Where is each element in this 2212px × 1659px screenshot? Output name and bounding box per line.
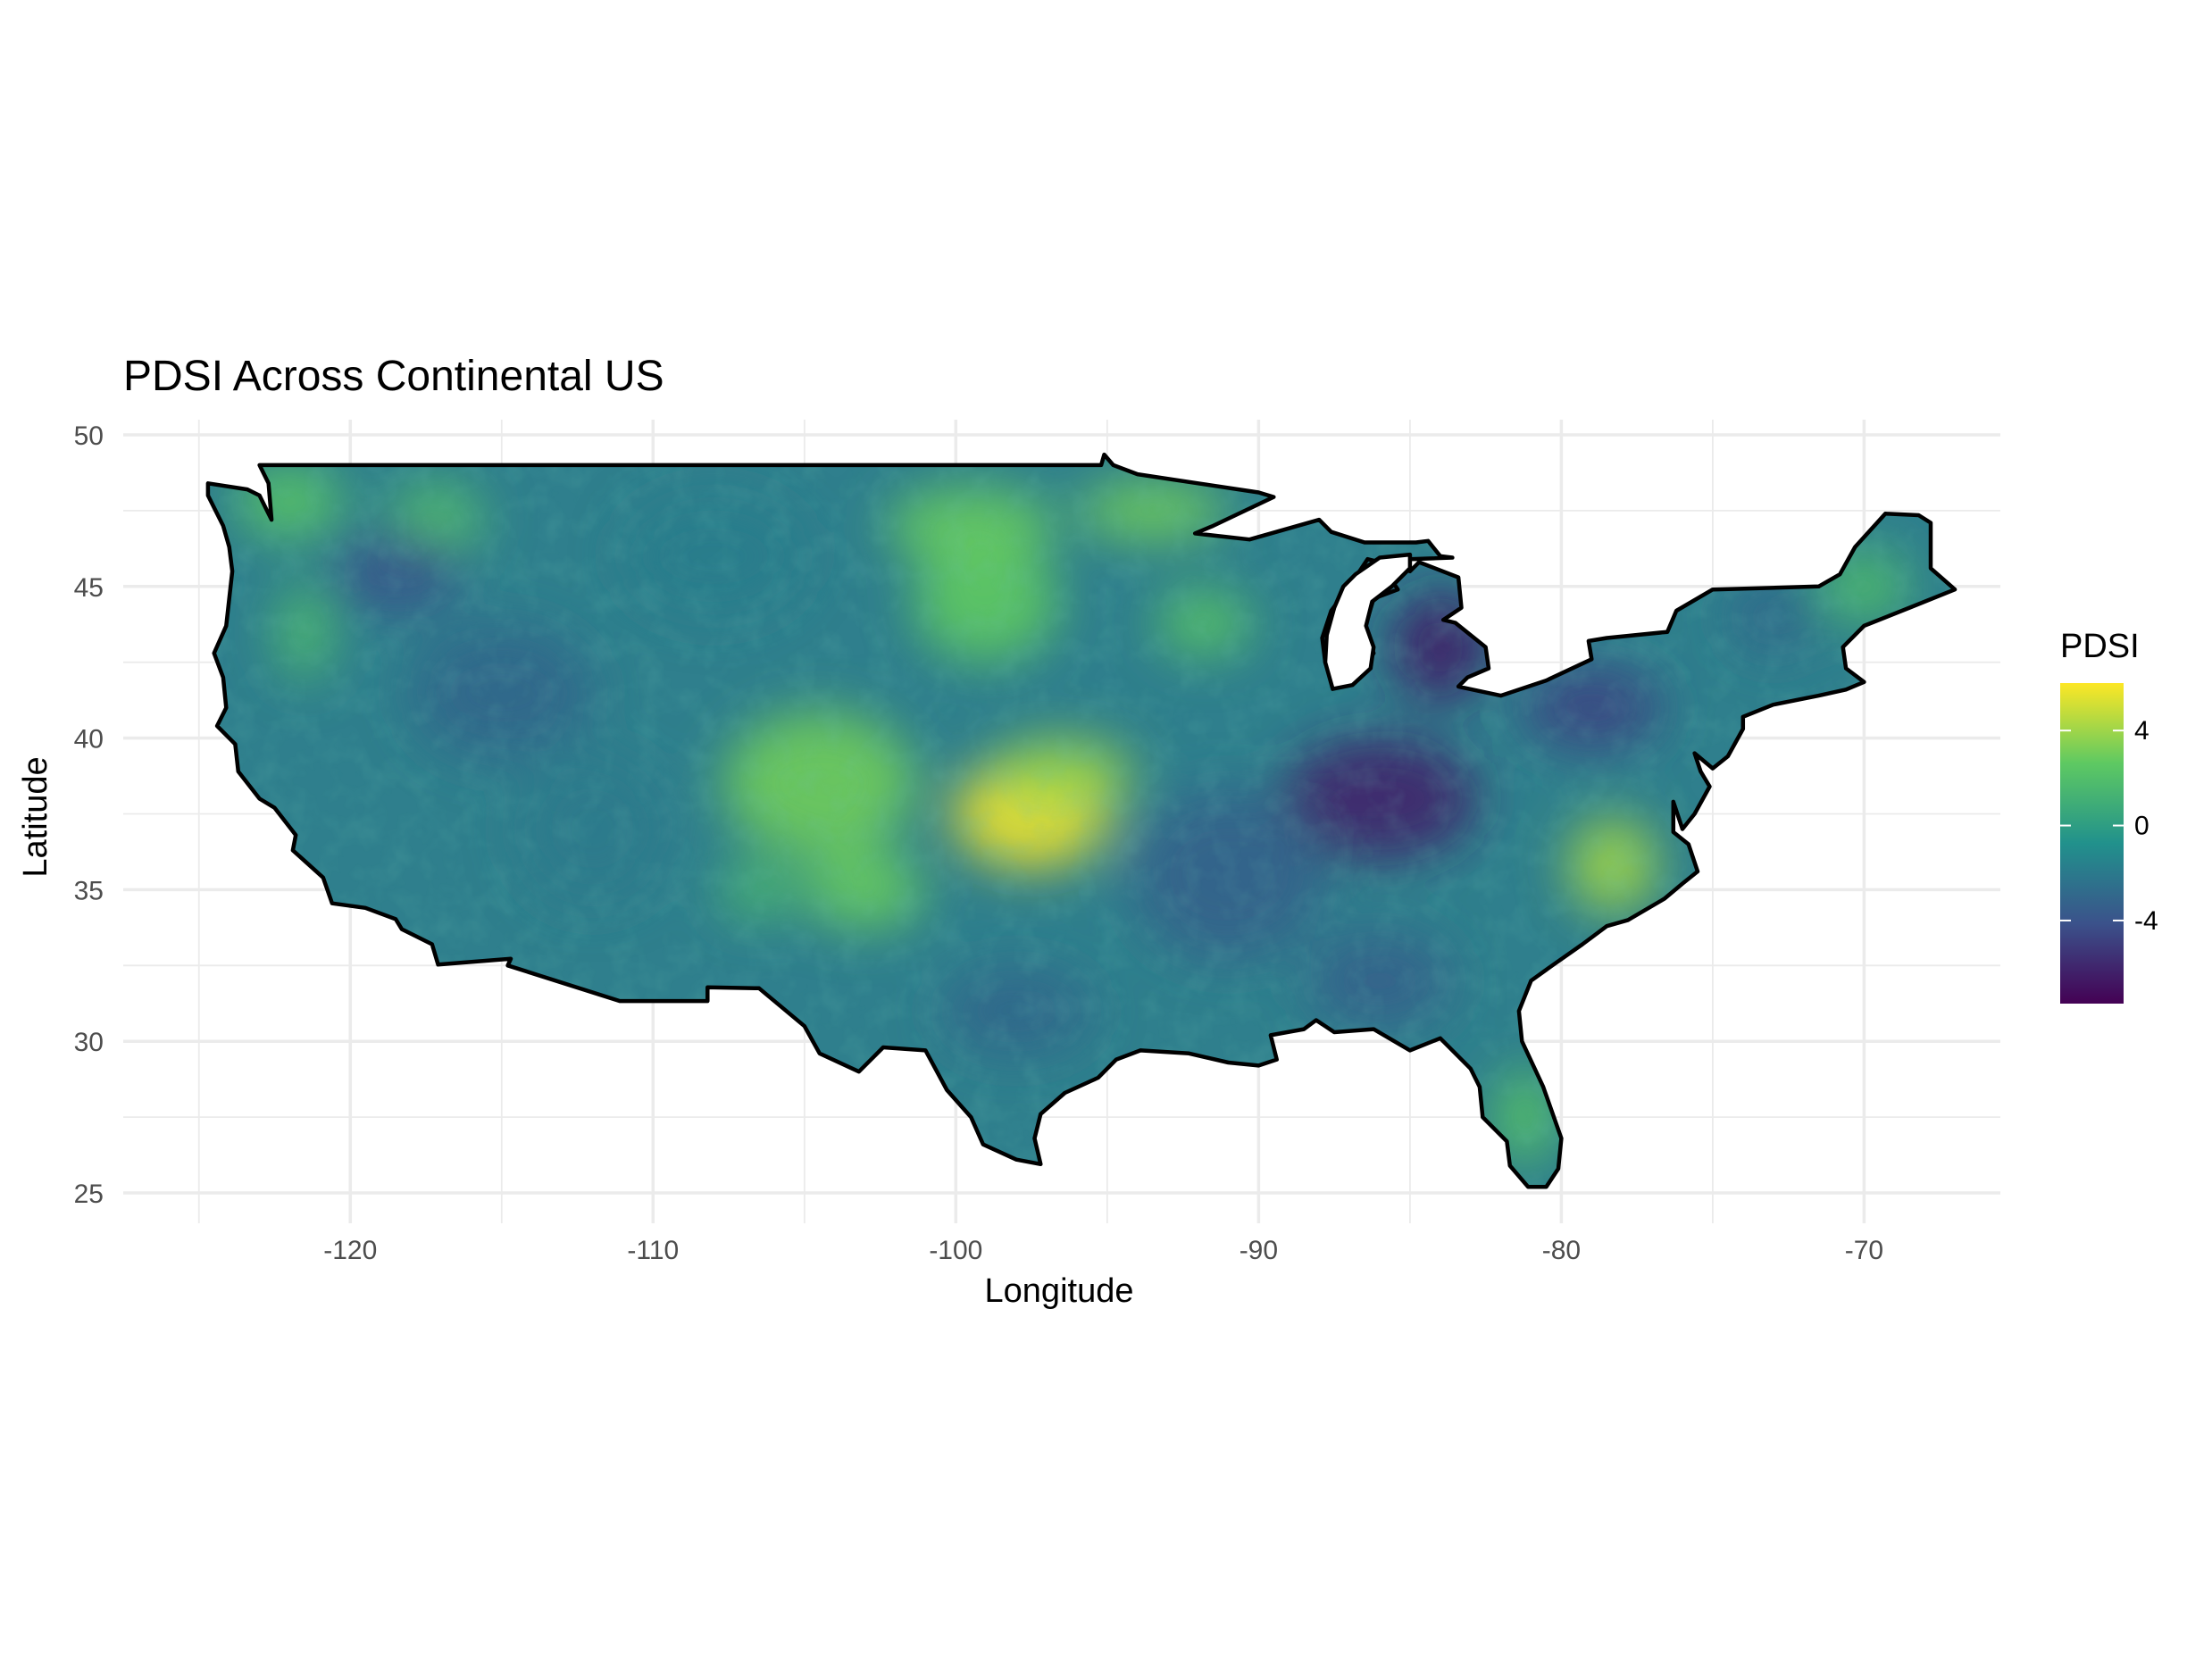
legend-tick-label: 0	[2134, 812, 2149, 841]
x-tick-label: -120	[323, 1236, 377, 1265]
y-tick-label: 30	[74, 1028, 104, 1057]
y-tick-label: 35	[74, 876, 104, 905]
legend-colorbar	[2060, 683, 2124, 1004]
x-axis-label: Longitude	[985, 1272, 1134, 1310]
chart-title: PDSI Across Continental US	[123, 353, 664, 400]
y-tick-label: 40	[74, 725, 104, 754]
legend: PDSI -4 0 4	[2060, 628, 2158, 1004]
y-tick-label: 45	[74, 573, 104, 603]
x-tick-label: -70	[1845, 1236, 1883, 1265]
x-tick-label: -110	[627, 1236, 679, 1265]
x-tick-label: -100	[929, 1236, 982, 1265]
legend-tick-label: 4	[2134, 716, 2149, 746]
y-tick-label: 50	[74, 421, 104, 451]
legend-ticks: -4 0 4	[2060, 716, 2158, 936]
legend-title: PDSI	[2060, 628, 2140, 665]
y-tick-label: 25	[74, 1180, 104, 1209]
x-axis-ticks: -120 -110 -100 -90 -80 -70	[323, 1236, 1883, 1265]
lake-michigan	[1323, 552, 1413, 691]
y-axis-label: Latitude	[17, 756, 54, 877]
y-axis-ticks: 25 30 35 40 45 50	[74, 421, 104, 1209]
x-tick-label: -80	[1542, 1236, 1581, 1265]
legend-tick-label: -4	[2134, 906, 2158, 936]
x-tick-label: -90	[1240, 1236, 1278, 1265]
